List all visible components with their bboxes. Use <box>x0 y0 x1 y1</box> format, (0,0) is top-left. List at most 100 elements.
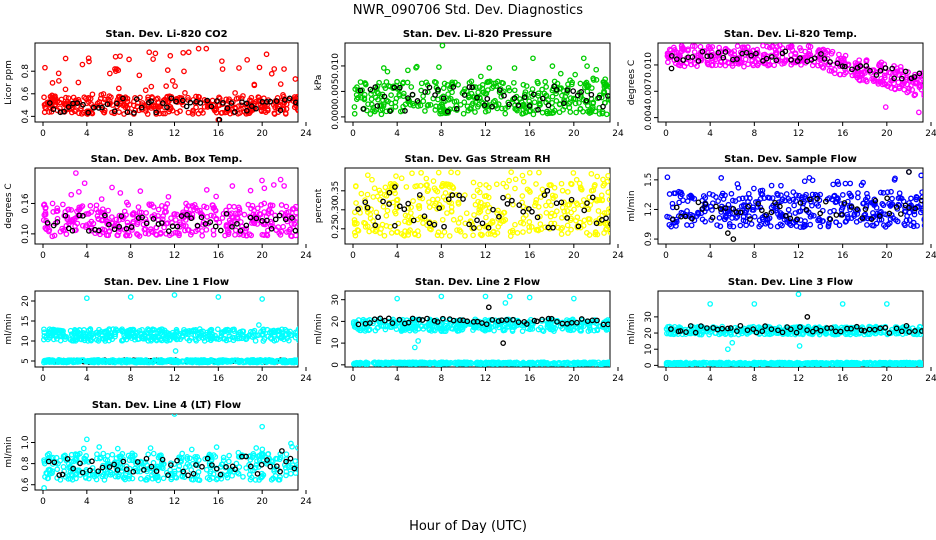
sample-point <box>599 196 606 203</box>
hourly-point <box>803 206 810 213</box>
sample-point <box>725 59 731 66</box>
sample-point <box>459 324 465 331</box>
hourly-point <box>264 98 270 105</box>
sample-point <box>539 186 546 193</box>
sample-point <box>564 222 571 229</box>
sample-point <box>299 205 303 209</box>
hourly-point <box>584 200 590 206</box>
sample-point <box>380 103 387 109</box>
sample-point <box>570 170 577 176</box>
hourly-point <box>485 304 492 311</box>
hourly-point <box>289 215 295 221</box>
sample-point <box>438 293 445 300</box>
sample-point <box>303 101 307 105</box>
sample-point <box>423 175 430 182</box>
x-tick-label: 12 <box>480 129 491 139</box>
sample-point <box>282 326 289 333</box>
hourly-point <box>402 108 408 114</box>
hourly-point <box>372 222 379 229</box>
hourly-point <box>198 214 205 221</box>
hourly-point <box>827 59 833 65</box>
hourly-point <box>184 211 190 218</box>
hourly-point <box>431 317 438 324</box>
sample-point <box>236 65 242 71</box>
y-axis-label: ml/min <box>4 313 14 344</box>
sample-point <box>371 359 377 366</box>
sample-point <box>301 336 305 340</box>
sample-point <box>300 204 304 208</box>
hourly-point <box>886 210 893 217</box>
sample-point <box>448 83 454 90</box>
sample-point <box>548 202 554 209</box>
sample-point <box>772 47 779 53</box>
y-tick-label: 1.5 <box>644 173 654 187</box>
sample-point <box>712 56 719 63</box>
sample-point <box>143 210 149 216</box>
hourly-point <box>231 109 238 115</box>
sample-point <box>302 100 306 104</box>
y-tick-label: 0.010 <box>644 52 654 78</box>
x-tick-label: 4 <box>84 129 90 139</box>
sample-point <box>271 111 278 117</box>
hourly-point <box>158 220 165 226</box>
sample-point <box>382 184 389 191</box>
sample-point <box>519 110 525 117</box>
sample-point <box>402 218 408 225</box>
sample-point <box>801 223 808 230</box>
sample-point <box>612 319 616 323</box>
sample-point <box>222 327 229 333</box>
sample-point <box>519 328 526 335</box>
sample-point <box>433 200 439 207</box>
sample-point <box>786 198 793 204</box>
sample-point <box>615 194 619 198</box>
hourly-point <box>208 103 215 110</box>
sample-point <box>148 228 155 235</box>
x-tick-label: 20 <box>568 251 580 261</box>
sample-point <box>160 213 166 219</box>
sample-point <box>446 199 452 205</box>
sample-point <box>526 108 533 115</box>
sample-point <box>284 335 290 342</box>
sample-point <box>294 106 298 113</box>
sample-point <box>240 93 246 99</box>
hourly-point <box>367 320 373 326</box>
y-tick-label: 20 <box>644 327 654 339</box>
sample-point <box>106 327 112 334</box>
sample-point <box>739 44 746 51</box>
hourly-point <box>605 93 610 99</box>
hourly-point <box>44 220 51 226</box>
sample-point <box>195 93 202 100</box>
sample-point <box>425 186 432 193</box>
hourly-point <box>357 87 364 94</box>
sample-point <box>511 65 518 71</box>
sample-point <box>63 94 69 101</box>
chart-title: Stan. Dev. Line 1 Flow <box>104 277 229 288</box>
hourly-point <box>737 209 744 216</box>
sample-point <box>612 103 616 107</box>
sample-point <box>613 325 617 329</box>
sample-point <box>553 98 560 104</box>
sample-point <box>541 90 548 97</box>
sample-point <box>508 360 515 367</box>
sample-point <box>166 336 173 343</box>
sample-point <box>480 326 487 333</box>
sample-point <box>191 206 197 213</box>
sample-point <box>817 223 824 230</box>
sample-point <box>533 181 539 187</box>
sample-point <box>258 328 264 335</box>
sample-point <box>509 328 516 334</box>
hourly-point <box>807 196 813 203</box>
data-points <box>663 291 923 367</box>
hourly-point <box>243 222 250 229</box>
y-tick-label: 0.6 <box>21 86 31 101</box>
hourly-point <box>374 103 381 109</box>
sample-point <box>302 223 306 227</box>
x-tick-label: 24 <box>612 374 624 384</box>
sample-point <box>737 222 744 229</box>
sample-point <box>81 94 88 101</box>
sample-point <box>135 336 141 343</box>
hourly-point <box>155 221 162 227</box>
sample-point <box>297 337 298 342</box>
